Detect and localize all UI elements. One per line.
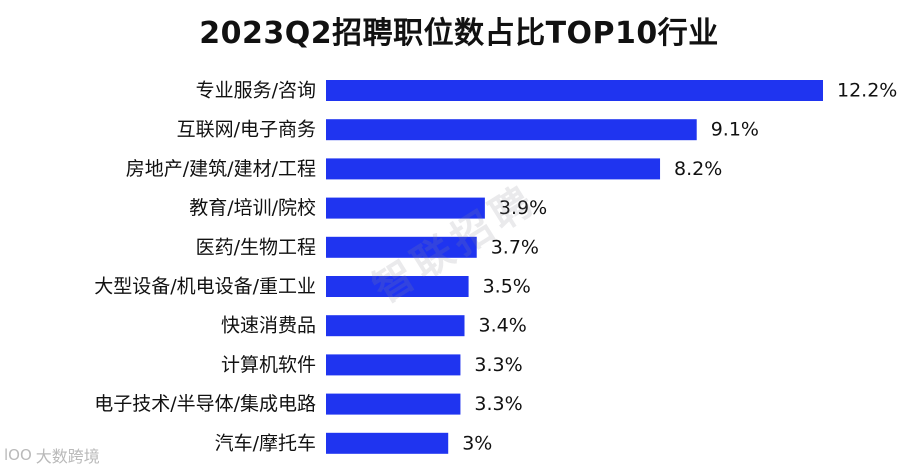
bar — [326, 80, 823, 101]
bar — [326, 236, 477, 258]
value-label: 9.1% — [711, 119, 759, 141]
bar — [326, 354, 461, 376]
bar — [326, 197, 485, 219]
value-label: 3.9% — [499, 197, 547, 219]
bar — [326, 119, 697, 141]
value-label: 3.5% — [483, 276, 531, 298]
bar — [326, 158, 661, 180]
logo-text: 大数跨境 — [35, 447, 100, 466]
brand-logo: lOO 大数跨境 — [4, 443, 100, 467]
category-label: 专业服务/咨询 — [196, 80, 316, 102]
value-label: 8.2% — [674, 158, 722, 180]
value-label: 3.3% — [474, 354, 522, 376]
category-label: 房地产/建筑/建材/工程 — [126, 158, 316, 180]
value-label: 3.3% — [474, 393, 522, 415]
bar — [326, 432, 449, 454]
value-label: 3.7% — [491, 236, 539, 258]
value-label: 3.4% — [479, 315, 527, 337]
bar — [326, 276, 469, 297]
chart-title: 2023Q2招聘职位数占比TOP10行业 — [199, 16, 719, 51]
category-label: 电子技术/半导体/集成电路 — [94, 393, 316, 415]
logo-icon: lOO — [4, 446, 32, 464]
category-label: 快速消费品 — [221, 315, 316, 337]
category-label: 医药/生物工程 — [196, 236, 316, 258]
value-label: 12.2% — [837, 80, 897, 102]
category-label: 汽车/摩托车 — [215, 432, 316, 454]
value-label: 3% — [462, 432, 492, 454]
category-label: 计算机软件 — [221, 354, 316, 376]
bar — [326, 315, 465, 337]
bar — [326, 393, 461, 415]
category-label: 教育/培训/院校 — [189, 197, 316, 219]
category-label: 互联网/电子商务 — [177, 119, 316, 141]
category-label: 大型设备/机电设备/重工业 — [94, 276, 316, 298]
